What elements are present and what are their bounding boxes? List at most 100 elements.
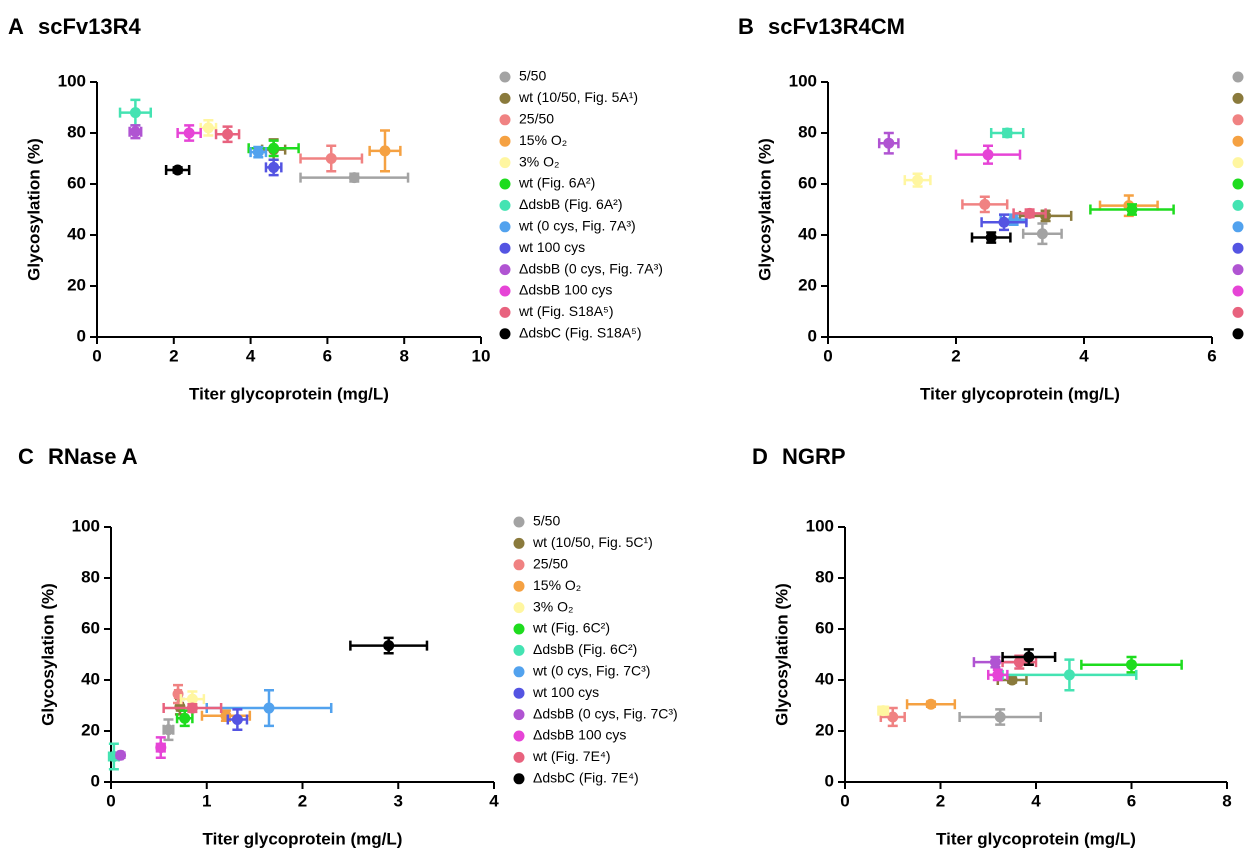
legend-marker bbox=[1232, 178, 1244, 190]
legend-label: ΔdsbB (0 cys, Fig. 7A³) bbox=[519, 260, 663, 276]
legend-label: 25/50 bbox=[533, 556, 568, 572]
legend-label: ΔdsbC (Fig. S18A⁵) bbox=[519, 325, 642, 341]
legend-marker bbox=[513, 666, 525, 678]
legend-marker bbox=[1232, 264, 1244, 276]
x-tick-label: 2 bbox=[951, 346, 960, 365]
y-tick-label: 100 bbox=[806, 516, 834, 535]
legend-marker bbox=[513, 516, 525, 528]
y-tick-label: 100 bbox=[58, 71, 86, 90]
y-tick-label: 40 bbox=[81, 669, 100, 688]
legend-label: ΔdsbC (Fig. 7E⁴) bbox=[533, 770, 639, 786]
x-tick-label: 6 bbox=[323, 346, 332, 365]
x-axis-label: Titer glycoprotein (mg/L) bbox=[920, 384, 1120, 403]
legend-label: wt 100 cys bbox=[518, 239, 585, 255]
legend-marker bbox=[1232, 71, 1244, 83]
y-axis-label: Glycosylation (%) bbox=[772, 583, 791, 726]
legend-marker bbox=[1232, 306, 1244, 318]
legend-label: wt (0 cys, Fig. 7A³) bbox=[518, 218, 636, 234]
legend-marker bbox=[499, 328, 511, 340]
point bbox=[231, 714, 243, 726]
x-tick-label: 0 bbox=[840, 791, 849, 810]
point bbox=[1024, 207, 1036, 219]
legend-marker bbox=[499, 285, 511, 297]
legend-marker bbox=[1232, 242, 1244, 254]
point bbox=[1063, 669, 1075, 681]
point bbox=[383, 640, 395, 652]
point bbox=[268, 142, 280, 154]
legend-label: ΔdsbB (Fig. 6C²) bbox=[533, 641, 637, 657]
y-tick-label: 60 bbox=[815, 618, 834, 637]
y-tick-label: 20 bbox=[815, 720, 834, 739]
point bbox=[162, 724, 174, 736]
point bbox=[155, 742, 167, 754]
x-tick-label: 2 bbox=[298, 791, 307, 810]
point bbox=[379, 145, 391, 157]
y-tick-label: 80 bbox=[798, 122, 817, 141]
legend-label: wt (10/50, Fig. 5C¹) bbox=[532, 534, 653, 550]
legend-label: 25/50 bbox=[519, 111, 554, 127]
legend-label: wt (Fig. 6C²) bbox=[532, 620, 610, 636]
legend-label: wt (Fig. S18A⁵) bbox=[518, 303, 614, 319]
legend-label: wt (Fig. 7E⁴) bbox=[532, 748, 611, 764]
legend-marker bbox=[499, 242, 511, 254]
panel-title: NGRP bbox=[782, 444, 846, 469]
legend-marker bbox=[513, 751, 525, 763]
point bbox=[1013, 656, 1025, 668]
x-axis-label: Titer glycoprotein (mg/L) bbox=[203, 829, 403, 848]
y-tick-label: 40 bbox=[798, 224, 817, 243]
y-axis-label: Glycosylation (%) bbox=[24, 138, 43, 281]
legend-marker bbox=[513, 709, 525, 721]
point bbox=[1001, 127, 1013, 139]
point bbox=[1006, 674, 1018, 686]
point bbox=[115, 749, 127, 761]
legend-label: 15% O₂ bbox=[533, 577, 581, 593]
point bbox=[183, 127, 195, 139]
legend-marker bbox=[513, 537, 525, 549]
x-tick-label: 4 bbox=[1031, 791, 1041, 810]
legend-marker bbox=[1232, 92, 1244, 104]
legend-marker bbox=[513, 730, 525, 742]
point bbox=[883, 137, 895, 149]
y-tick-label: 80 bbox=[815, 567, 834, 586]
x-tick-label: 6 bbox=[1207, 346, 1216, 365]
x-tick-label: 3 bbox=[394, 791, 403, 810]
x-tick-label: 2 bbox=[936, 791, 945, 810]
point bbox=[912, 174, 924, 186]
y-tick-label: 0 bbox=[91, 771, 100, 790]
point bbox=[129, 126, 141, 138]
legend-label: wt (0 cys, Fig. 7C³) bbox=[532, 663, 650, 679]
legend-label: 5/50 bbox=[533, 513, 560, 529]
point bbox=[1126, 204, 1138, 215]
legend-marker bbox=[513, 687, 525, 699]
y-axis-label: Glycosylation (%) bbox=[38, 583, 57, 726]
x-tick-label: 10 bbox=[472, 346, 491, 365]
y-tick-label: 20 bbox=[67, 275, 86, 294]
point bbox=[1036, 228, 1048, 240]
legend-label: wt 100 cys bbox=[532, 684, 599, 700]
x-tick-label: 8 bbox=[1222, 791, 1231, 810]
point bbox=[1126, 659, 1137, 671]
legend-marker bbox=[499, 178, 511, 190]
panel-letter: B bbox=[738, 14, 754, 39]
panel-title: RNase A bbox=[48, 444, 138, 469]
x-tick-label: 4 bbox=[246, 346, 256, 365]
legend-marker bbox=[1232, 114, 1244, 126]
point bbox=[348, 172, 360, 184]
y-tick-label: 60 bbox=[81, 618, 100, 637]
point bbox=[252, 146, 264, 158]
panel-title: scFv13R4 bbox=[38, 14, 142, 39]
point bbox=[992, 669, 1004, 681]
x-tick-label: 2 bbox=[169, 346, 178, 365]
legend-marker bbox=[513, 602, 525, 614]
x-tick-label: 8 bbox=[399, 346, 408, 365]
y-tick-label: 0 bbox=[77, 326, 86, 345]
y-tick-label: 60 bbox=[67, 173, 86, 192]
legend-label: wt (Fig. 6A²) bbox=[518, 175, 595, 191]
point bbox=[202, 122, 214, 134]
y-tick-label: 20 bbox=[81, 720, 100, 739]
legend-label: 5/50 bbox=[519, 68, 546, 84]
legend-label: wt (10/50, Fig. 5A¹) bbox=[518, 89, 638, 105]
legend-marker bbox=[1232, 135, 1244, 147]
point bbox=[129, 107, 141, 119]
